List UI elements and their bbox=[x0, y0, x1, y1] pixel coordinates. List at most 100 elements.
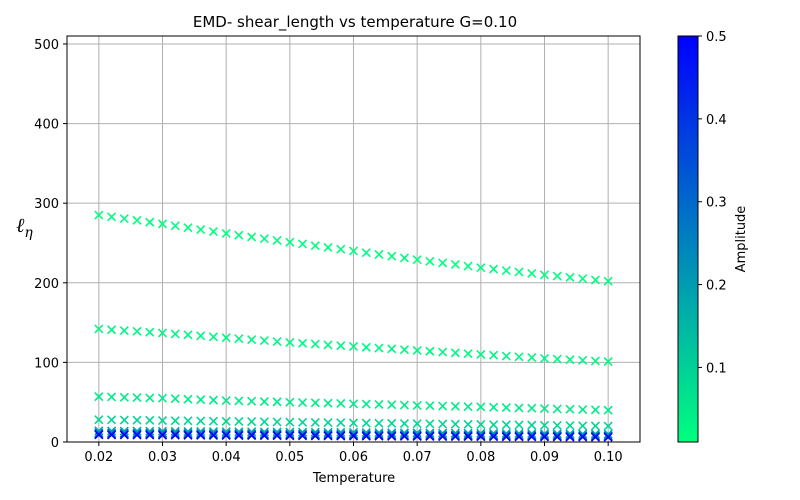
data-point-x-marker bbox=[463, 402, 473, 412]
data-point-x-marker bbox=[119, 415, 129, 425]
data-point-x-marker bbox=[132, 415, 142, 425]
colorbar-tick-label: 0.3 bbox=[706, 196, 727, 211]
data-point-x-marker bbox=[463, 419, 473, 429]
series-amplitude-0.5 bbox=[94, 430, 613, 442]
data-point-x-marker bbox=[298, 427, 308, 437]
data-point-x-marker bbox=[539, 429, 550, 439]
data-point-x-marker bbox=[489, 420, 499, 430]
data-point-x-marker bbox=[221, 416, 231, 426]
x-tick-label: 0.05 bbox=[275, 450, 304, 465]
data-point-x-marker bbox=[348, 341, 359, 352]
data-point-x-marker bbox=[298, 431, 308, 441]
y-ticks: 0 100 200 300 400 500 bbox=[34, 38, 67, 451]
chart-title: EMD- shear_length vs temperature G=0.10 bbox=[193, 13, 517, 32]
data-point-x-marker bbox=[196, 430, 206, 440]
data-point-x-marker bbox=[489, 264, 499, 274]
data-point-x-marker bbox=[183, 330, 193, 340]
data-point-x-marker bbox=[514, 352, 524, 362]
data-point-x-marker bbox=[336, 431, 346, 441]
data-point-x-marker bbox=[132, 393, 142, 403]
data-point-x-marker bbox=[208, 427, 218, 437]
data-point-x-marker bbox=[463, 261, 473, 271]
data-point-x-marker bbox=[463, 349, 473, 359]
data-point-x-marker bbox=[527, 403, 537, 413]
data-point-x-marker bbox=[107, 415, 117, 425]
data-point-x-marker bbox=[107, 426, 117, 436]
y-tick-label: 200 bbox=[34, 277, 59, 292]
data-point-x-marker bbox=[323, 427, 333, 437]
data-point-x-marker bbox=[565, 404, 575, 414]
data-point-x-marker bbox=[578, 404, 588, 415]
colorbar bbox=[677, 35, 699, 443]
data-point-x-marker bbox=[259, 234, 269, 244]
data-point-x-marker bbox=[234, 427, 244, 437]
data-point-x-marker bbox=[119, 430, 129, 440]
data-point-x-marker bbox=[94, 324, 104, 334]
data-point-x-marker bbox=[476, 263, 486, 273]
data-point-x-marker bbox=[527, 353, 537, 363]
data-point-x-marker bbox=[387, 428, 397, 438]
y-tick-label: 300 bbox=[34, 197, 59, 212]
data-point-x-marker bbox=[221, 427, 231, 437]
colorbar-label: Amplitude bbox=[734, 206, 749, 273]
data-point-x-marker bbox=[298, 397, 308, 408]
data-point-x-marker bbox=[476, 432, 486, 442]
data-point-x-marker bbox=[183, 430, 193, 440]
data-point-x-marker bbox=[107, 325, 117, 335]
data-point-x-marker bbox=[183, 426, 193, 436]
data-point-x-marker bbox=[221, 430, 231, 441]
data-point-x-marker bbox=[208, 430, 218, 440]
data-point-x-marker bbox=[157, 415, 168, 426]
data-point-x-marker bbox=[170, 426, 180, 436]
data-point-x-marker bbox=[565, 432, 575, 442]
data-point-x-marker bbox=[438, 428, 448, 438]
data-point-x-marker bbox=[539, 420, 550, 430]
data-point-x-marker bbox=[259, 431, 269, 441]
data-point-x-marker bbox=[412, 428, 422, 438]
data-point-x-marker bbox=[208, 226, 218, 237]
data-point-x-marker bbox=[323, 398, 333, 408]
data-point-x-marker bbox=[438, 431, 448, 442]
data-point-x-marker bbox=[247, 396, 257, 406]
data-point-x-marker bbox=[323, 431, 333, 441]
data-point-x-marker bbox=[221, 333, 231, 343]
data-point-x-marker bbox=[514, 420, 524, 430]
data-point-x-marker bbox=[425, 401, 435, 411]
data-point-x-marker bbox=[94, 428, 104, 438]
data-point-x-marker bbox=[336, 244, 346, 254]
data-point-x-marker bbox=[157, 426, 168, 436]
data-point-x-marker bbox=[578, 355, 588, 365]
data-point-x-marker bbox=[310, 339, 320, 349]
data-point-x-marker bbox=[590, 421, 600, 431]
data-point-x-marker bbox=[565, 421, 575, 431]
data-point-x-marker bbox=[387, 344, 397, 354]
data-point-x-marker bbox=[399, 400, 409, 410]
data-point-x-marker bbox=[272, 431, 282, 441]
data-point-x-marker bbox=[361, 427, 371, 438]
data-point-x-marker bbox=[361, 399, 371, 409]
data-point-x-marker bbox=[438, 258, 448, 268]
data-point-x-marker bbox=[438, 401, 448, 411]
data-point-x-marker bbox=[247, 232, 257, 242]
data-point-x-marker bbox=[272, 427, 282, 437]
x-tick-label: 0.07 bbox=[403, 450, 432, 465]
x-tick-label: 0.03 bbox=[148, 450, 177, 465]
data-point-x-marker bbox=[285, 337, 295, 348]
data-point-x-marker bbox=[603, 276, 613, 286]
data-point-x-marker bbox=[247, 417, 257, 427]
x-tick-label: 0.02 bbox=[84, 450, 113, 465]
data-point-x-marker bbox=[119, 214, 129, 224]
data-point-x-marker bbox=[94, 430, 104, 440]
data-point-x-marker bbox=[527, 420, 537, 430]
data-point-x-marker bbox=[247, 427, 257, 437]
data-point-x-marker bbox=[489, 350, 499, 360]
data-point-x-marker bbox=[132, 215, 142, 225]
data-point-x-marker bbox=[247, 335, 257, 345]
data-point-x-marker bbox=[208, 416, 218, 426]
data-point-x-marker bbox=[361, 248, 371, 258]
data-point-x-marker bbox=[374, 343, 384, 353]
data-point-x-marker bbox=[196, 416, 206, 426]
data-point-x-marker bbox=[399, 418, 409, 429]
data-point-x-marker bbox=[450, 419, 460, 429]
data-point-x-marker bbox=[501, 351, 511, 361]
